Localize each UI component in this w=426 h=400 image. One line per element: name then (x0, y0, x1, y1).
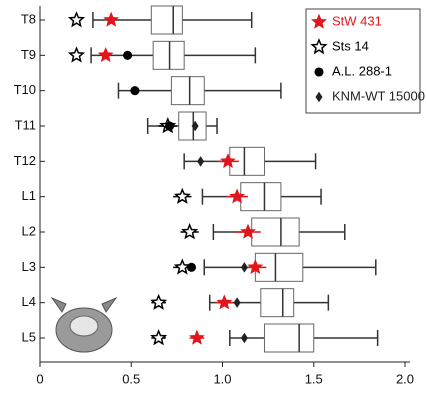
star-marker (189, 329, 205, 345)
y-tick-label: L1 (22, 188, 36, 203)
circle-marker (123, 50, 133, 60)
box (150, 5, 183, 35)
diamond-marker (191, 120, 199, 132)
y-tick-label: L3 (22, 259, 36, 274)
x-tick-label: 0.5 (122, 371, 140, 386)
star-marker (216, 294, 233, 310)
legend-frame (305, 8, 421, 114)
y-tick-label: L4 (22, 294, 36, 309)
y-tick-label: T11 (15, 117, 36, 132)
star-marker (311, 13, 327, 29)
diamond-marker (240, 332, 248, 344)
vertebra-icon (50, 296, 118, 353)
open-star-marker (173, 258, 191, 275)
star-marker (220, 152, 236, 169)
open-star-marker (181, 223, 199, 240)
open-star-marker (310, 38, 328, 55)
y-tick-label: T12 (14, 153, 36, 168)
star-marker (229, 188, 246, 204)
x-tick-label: 1.5 (305, 371, 323, 386)
circle-marker (130, 86, 140, 96)
x-tick-label: 0 (36, 371, 43, 386)
diamond-marker (240, 262, 248, 273)
star-marker (97, 47, 114, 63)
legend-label: A.L. 288-1 (332, 63, 392, 78)
diamond-marker (197, 156, 205, 167)
vertebra-canal (69, 315, 99, 337)
circle-marker (314, 67, 324, 77)
open-star-marker (173, 187, 191, 204)
x-tick-label: 1.0 (213, 371, 231, 386)
legend: StW 431 Sts 14 A.L. 288-1 KNM-WT 15000 (305, 8, 425, 114)
y-tick-label: T9 (21, 47, 36, 62)
star-marker (247, 258, 264, 275)
box (170, 76, 205, 106)
diamond-marker (233, 297, 241, 308)
y-tick-label: L5 (22, 329, 36, 344)
open-star-marker (67, 46, 86, 63)
y-tick-label: L2 (22, 223, 36, 238)
circle-marker (165, 121, 175, 131)
legend-label: Sts 14 (332, 38, 369, 53)
legend-label: StW 431 (332, 13, 382, 28)
y-tick-label: T8 (21, 11, 36, 26)
box (260, 288, 295, 318)
star-marker (103, 11, 120, 27)
legend-label: KNM-WT 15000 (332, 88, 425, 103)
star-marker (240, 223, 256, 239)
circle-marker (186, 262, 197, 272)
diamond-marker (315, 91, 323, 103)
open-star-marker (150, 329, 168, 346)
open-star-marker (150, 293, 168, 310)
y-tick-label: T10 (14, 82, 36, 97)
x-tick-label: 2.0 (396, 371, 414, 386)
vertebra-process (50, 296, 118, 313)
box (152, 40, 185, 70)
box (263, 323, 315, 353)
open-star-marker (67, 11, 86, 28)
